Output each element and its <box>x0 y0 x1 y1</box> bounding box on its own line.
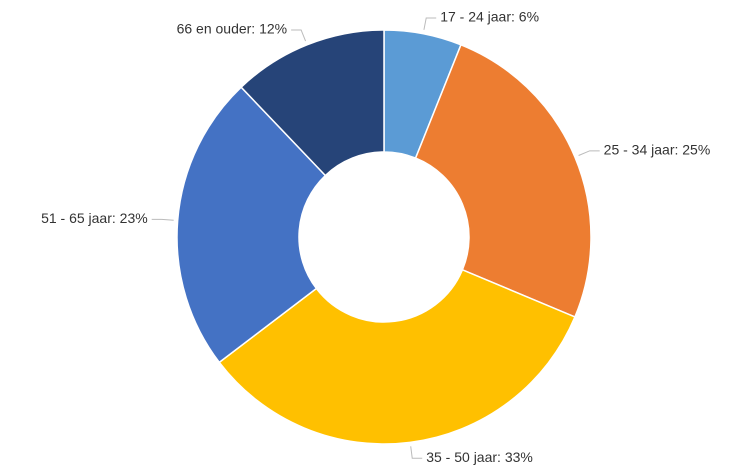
data-label: 51 - 65 jaar: 23% <box>41 210 148 226</box>
leader-line <box>291 29 307 42</box>
leader-line <box>410 446 423 459</box>
data-label: 17 - 24 jaar: 6% <box>440 9 539 25</box>
leader-line <box>151 218 174 221</box>
donut-slice <box>218 268 576 445</box>
data-label: 66 en ouder: 12% <box>177 21 288 37</box>
leader-line <box>578 150 600 156</box>
leader-line <box>423 17 437 30</box>
data-label: 25 - 34 jaar: 25% <box>604 142 711 158</box>
data-label: 35 - 50 jaar: 33% <box>426 449 533 465</box>
donut-slice <box>240 29 385 177</box>
donut-slice <box>414 43 592 318</box>
donut-slice <box>176 86 327 364</box>
